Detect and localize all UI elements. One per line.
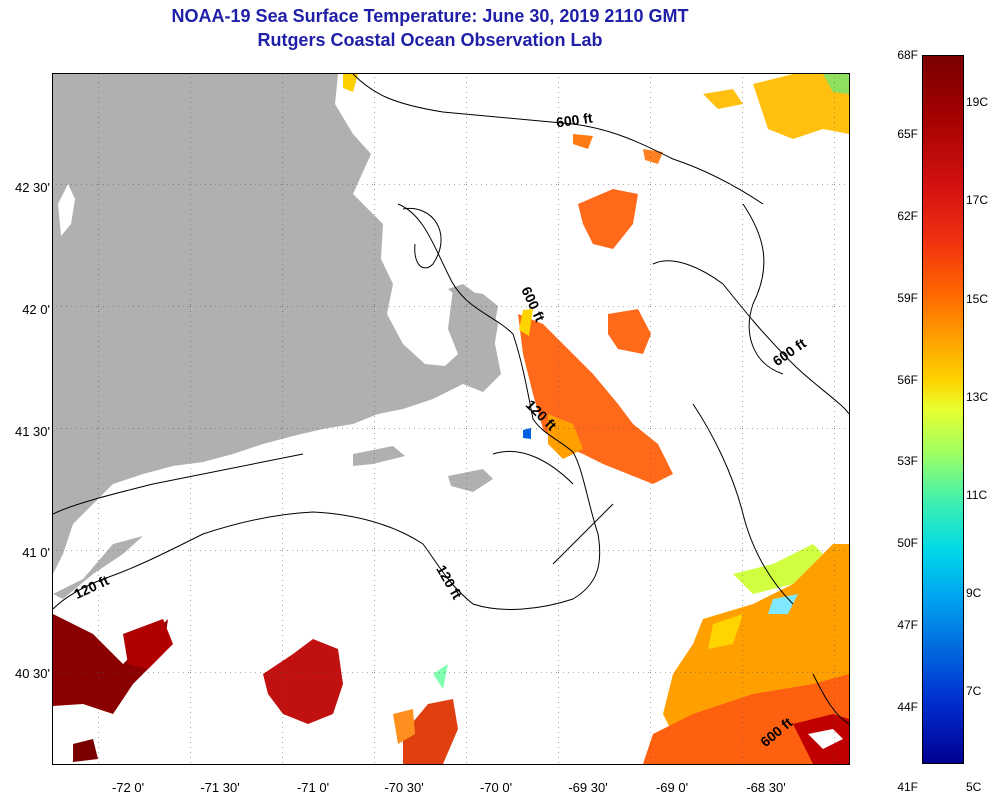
map-subtitle: Rutgers Coastal Ocean Observation Lab bbox=[257, 30, 603, 50]
colorbar-f-label: 50F bbox=[897, 536, 918, 550]
lat-label-42-0: 42 0' bbox=[22, 302, 50, 317]
lon-label-69-0: -69 0' bbox=[655, 780, 689, 795]
colorbar-c-label: 11C bbox=[966, 488, 988, 502]
colorbar-c-label: 17C bbox=[966, 193, 989, 207]
colorbar-c-label: 15C bbox=[966, 292, 989, 306]
colorbar-f-label: 53F bbox=[897, 454, 918, 468]
colorbar-c-label: 13C bbox=[966, 390, 989, 404]
colorbar-f-label: 41F bbox=[897, 780, 918, 794]
lat-label-41-30: 41 30' bbox=[14, 424, 50, 439]
map-title: NOAA-19 Sea Surface Temperature: June 30… bbox=[171, 6, 689, 26]
colorbar-c-label: 5C bbox=[966, 780, 982, 794]
colorbar-f-label: 65F bbox=[897, 127, 918, 141]
lon-label-68-30: -68 30' bbox=[746, 780, 786, 795]
colorbar-c-label: 7C bbox=[966, 684, 982, 698]
lon-label-71-30: -71 30' bbox=[200, 780, 240, 795]
lon-label-71-0: -71 0' bbox=[296, 780, 330, 795]
colorbar-f-label: 59F bbox=[897, 291, 918, 305]
lon-label-69-30: -69 30' bbox=[568, 780, 608, 795]
lat-label-40-30: 40 30' bbox=[14, 666, 50, 681]
graticule bbox=[53, 74, 849, 764]
lon-label-72-0: -72 0' bbox=[111, 780, 145, 795]
lat-label-42-30: 42 30' bbox=[14, 180, 50, 195]
colorbar-c-label: 19C bbox=[966, 95, 989, 109]
colorbar-f-label: 68F bbox=[897, 48, 918, 62]
sst-map: 600 ft 600 ft 600 ft 120 ft 120 ft 120 f… bbox=[52, 73, 850, 765]
colorbar-f-label: 56F bbox=[897, 373, 918, 387]
colorbar-c-label: 9C bbox=[966, 586, 982, 600]
map-canvas bbox=[53, 74, 849, 764]
lat-label-41-0: 41 0' bbox=[22, 545, 50, 560]
colorbar-f-label: 62F bbox=[897, 209, 918, 223]
lon-label-70-30: -70 30' bbox=[384, 780, 424, 795]
colorbar-f-label: 44F bbox=[897, 700, 918, 714]
temperature-colorbar bbox=[922, 55, 964, 764]
colorbar-f-label: 47F bbox=[897, 618, 918, 632]
lon-label-70-0: -70 0' bbox=[479, 780, 513, 795]
